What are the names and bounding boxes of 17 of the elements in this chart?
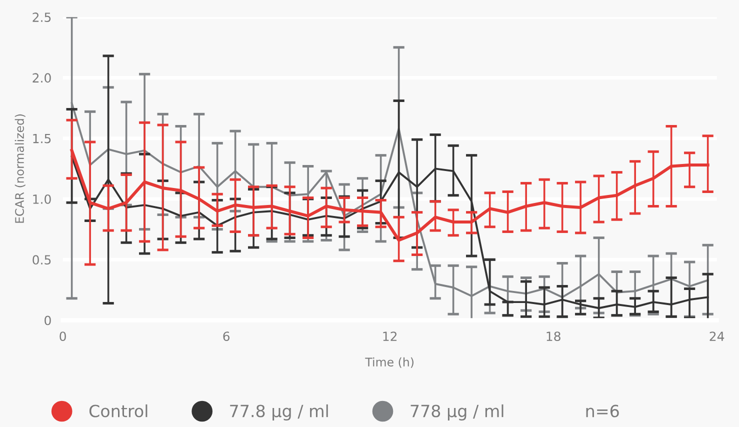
- y-tick-label: 2.5: [32, 12, 51, 22]
- y-tick-label: 0: [44, 316, 51, 326]
- text: n=6: [586, 404, 619, 418]
- y-tick-label: 2.0: [32, 73, 51, 83]
- y-tick-label: 1.0: [33, 194, 51, 204]
- x-tick-label: 0: [60, 332, 66, 342]
- y-axis-title: ECAR (normalized): [14, 114, 26, 223]
- legend-label: 778 µg / ml: [410, 404, 504, 421]
- legend-label: Control: [89, 404, 148, 418]
- y-tick-label: 0.5: [32, 255, 51, 265]
- x-tick-label: 12: [383, 332, 397, 341]
- x-tick-label: 24: [710, 332, 724, 341]
- x-axis-title: Time (h): [365, 357, 414, 368]
- x-tick-label: 6: [223, 332, 230, 342]
- x-tick-label: 18: [546, 332, 560, 342]
- y-tick-label: 1.5: [33, 134, 51, 144]
- legend-label: 77.8 µg / ml: [230, 404, 328, 421]
